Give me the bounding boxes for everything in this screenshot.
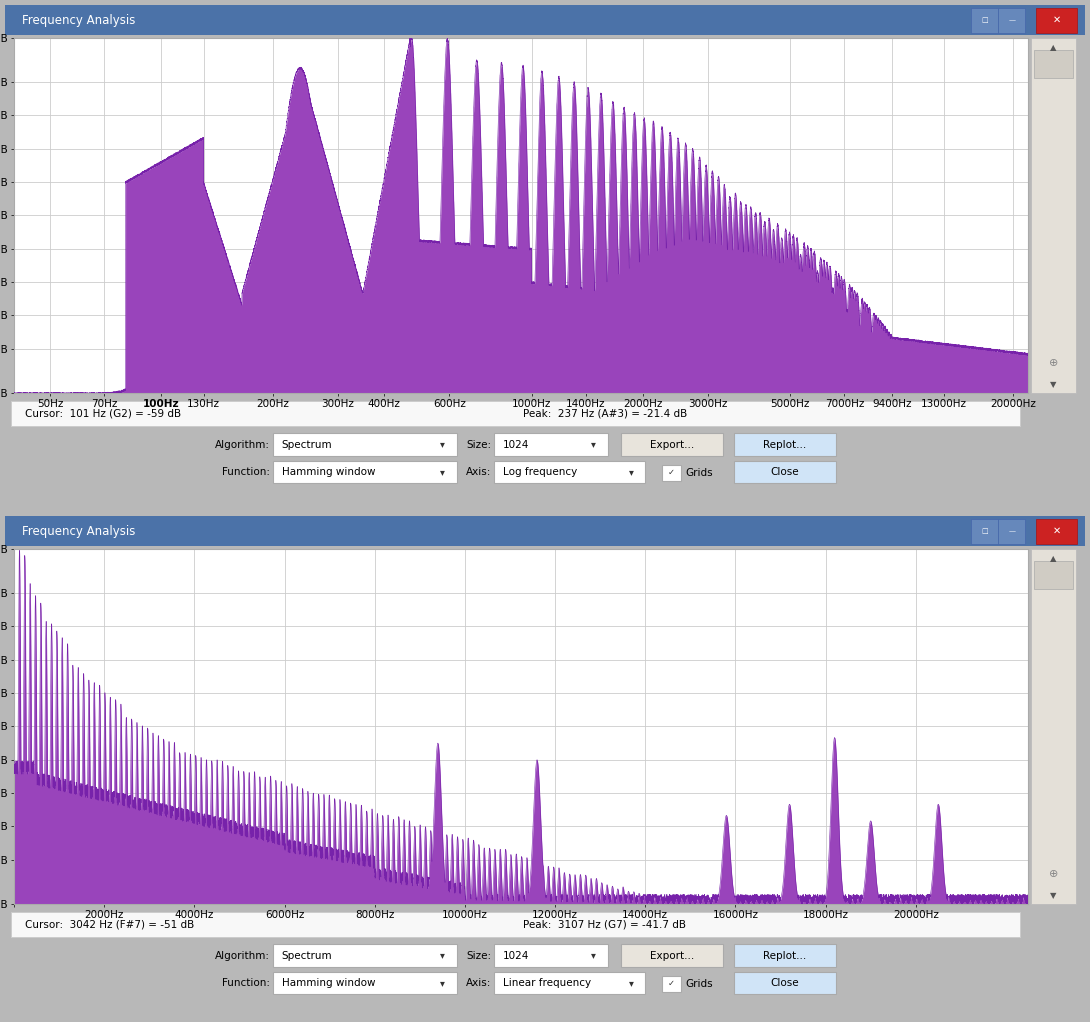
Text: Size:: Size:	[465, 950, 490, 961]
Bar	[1030, 549, 1076, 904]
Text: ▾: ▾	[440, 467, 445, 477]
Text: Algorithm:: Algorithm:	[215, 439, 270, 450]
Bar	[494, 461, 645, 483]
Text: ▾: ▾	[592, 439, 596, 450]
Text: Cursor:  101 Hz (G2) = -59 dB: Cursor: 101 Hz (G2) = -59 dB	[25, 408, 181, 418]
Bar	[5, 5, 1085, 35]
Text: Function:: Function:	[222, 467, 270, 477]
Bar	[971, 518, 998, 544]
Text: Axis:: Axis:	[465, 467, 490, 477]
Text: ✕: ✕	[1053, 526, 1061, 537]
Text: ✓: ✓	[668, 468, 675, 477]
Text: Function:: Function:	[222, 978, 270, 988]
Text: —: —	[1008, 17, 1015, 24]
Text: Replot...: Replot...	[763, 950, 807, 961]
Text: Axis:: Axis:	[465, 978, 490, 988]
Bar	[274, 433, 457, 456]
Text: ⊕: ⊕	[1049, 869, 1058, 879]
Text: ▼: ▼	[1050, 891, 1056, 899]
Bar	[1033, 561, 1073, 589]
Bar	[620, 944, 723, 967]
Text: Hamming window: Hamming window	[281, 978, 375, 988]
Bar	[274, 944, 457, 967]
Text: ▾: ▾	[440, 950, 445, 961]
Text: Replot...: Replot...	[763, 439, 807, 450]
Bar	[620, 433, 723, 456]
Text: ⊕: ⊕	[1049, 358, 1058, 368]
Bar	[998, 7, 1026, 33]
Bar	[274, 972, 457, 994]
Bar	[494, 972, 645, 994]
Text: Hamming window: Hamming window	[281, 467, 375, 477]
Text: ▾: ▾	[629, 467, 634, 477]
Text: ▾: ▾	[629, 978, 634, 988]
Bar	[662, 976, 681, 991]
Text: 1024: 1024	[502, 950, 530, 961]
Text: Export...: Export...	[650, 950, 694, 961]
Bar	[1036, 7, 1077, 33]
Bar	[1030, 38, 1076, 393]
Text: —: —	[1008, 528, 1015, 535]
Text: Close: Close	[771, 467, 799, 477]
Bar	[998, 518, 1026, 544]
Text: ▲: ▲	[1050, 43, 1056, 52]
Bar	[5, 516, 1085, 546]
Text: Frequency Analysis: Frequency Analysis	[22, 524, 135, 538]
Text: Frequency Analysis: Frequency Analysis	[22, 13, 135, 27]
Text: Peak:  3107 Hz (G7) = -41.7 dB: Peak: 3107 Hz (G7) = -41.7 dB	[523, 919, 687, 929]
Text: Grids: Grids	[686, 468, 713, 478]
Text: Spectrum: Spectrum	[281, 950, 332, 961]
Text: Cursor:  3042 Hz (F#7) = -51 dB: Cursor: 3042 Hz (F#7) = -51 dB	[25, 919, 194, 929]
Text: □: □	[981, 17, 988, 24]
Bar	[274, 461, 457, 483]
Text: ▾: ▾	[592, 950, 596, 961]
Bar	[11, 912, 1020, 937]
Bar	[1036, 518, 1077, 544]
Text: Linear frequency: Linear frequency	[502, 978, 591, 988]
Bar	[734, 461, 836, 483]
Bar	[1033, 50, 1073, 78]
Text: Close: Close	[771, 978, 799, 988]
Text: □: □	[981, 528, 988, 535]
Text: ▾: ▾	[440, 978, 445, 988]
Text: Peak:  237 Hz (A#3) = -21.4 dB: Peak: 237 Hz (A#3) = -21.4 dB	[523, 408, 688, 418]
Text: ▼: ▼	[1050, 380, 1056, 388]
Text: 1024: 1024	[502, 439, 530, 450]
Bar	[11, 401, 1020, 426]
Text: Size:: Size:	[465, 439, 490, 450]
Text: Algorithm:: Algorithm:	[215, 950, 270, 961]
Text: ▾: ▾	[440, 439, 445, 450]
Text: ✕: ✕	[1053, 15, 1061, 26]
Text: Spectrum: Spectrum	[281, 439, 332, 450]
Text: Export...: Export...	[650, 439, 694, 450]
Text: ✓: ✓	[668, 979, 675, 988]
Bar	[734, 972, 836, 994]
Bar	[734, 944, 836, 967]
Text: Grids: Grids	[686, 979, 713, 989]
Bar	[494, 433, 607, 456]
Bar	[734, 433, 836, 456]
Text: ▲: ▲	[1050, 554, 1056, 563]
Bar	[971, 7, 998, 33]
Bar	[662, 465, 681, 481]
Bar	[494, 944, 607, 967]
Text: Log frequency: Log frequency	[502, 467, 578, 477]
